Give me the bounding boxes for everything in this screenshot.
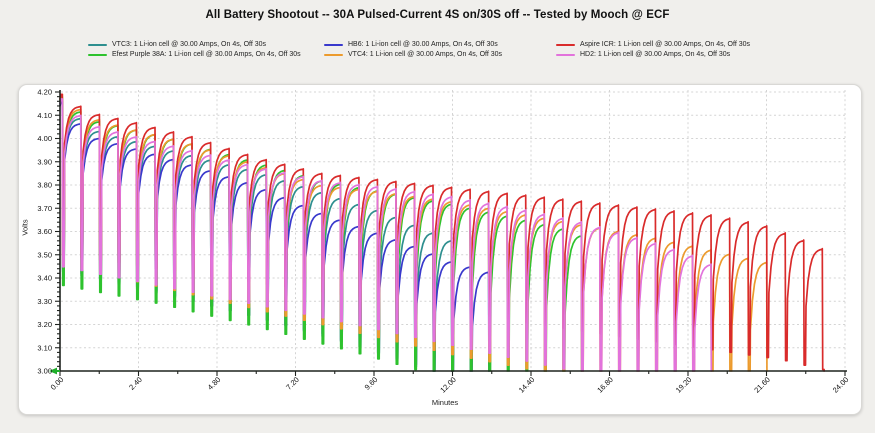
legend-label-hb6: HB6: 1 Li-ion cell @ 30.00 Amps, On 4s, … — [348, 41, 498, 48]
legend-item-hb6: HB6: 1 Li-ion cell @ 30.00 Amps, On 4s, … — [324, 41, 556, 48]
svg-text:14.40: 14.40 — [517, 375, 537, 395]
svg-text:4.80: 4.80 — [206, 375, 223, 392]
svg-text:0.00: 0.00 — [49, 375, 66, 392]
svg-text:3.40: 3.40 — [37, 274, 52, 283]
legend-swatch-efest-purple-38a — [88, 53, 107, 56]
svg-text:24.00: 24.00 — [831, 375, 851, 395]
svg-text:19.20: 19.20 — [674, 375, 694, 395]
svg-text:3.80: 3.80 — [37, 181, 52, 190]
svg-text:2.40: 2.40 — [127, 375, 144, 392]
legend-label-vtc3: VTC3: 1 Li-ion cell @ 30.00 Amps, On 4s,… — [112, 41, 267, 48]
svg-text:3.00: 3.00 — [37, 367, 52, 376]
svg-text:3.50: 3.50 — [37, 250, 52, 259]
svg-text:3.70: 3.70 — [37, 204, 52, 213]
legend-label-vtc4: VTC4: 1 Li-ion cell @ 30.00 Amps, On 4s,… — [348, 51, 503, 58]
cutoff-marker-arrow — [49, 367, 60, 375]
legend-swatch-vtc4 — [324, 53, 343, 56]
series-line-vtc3 — [59, 98, 453, 372]
legend-item-efest-purple-38a: Efest Purple 38A: 1 Li-ion cell @ 30.00 … — [88, 51, 324, 58]
legend-swatch-hd2 — [556, 53, 575, 56]
y-axis-title: Volts — [20, 219, 30, 236]
legend-label-aspire-icr: Aspire ICR: 1 Li-ion cell @ 30.00 Amps, … — [580, 41, 750, 48]
legend-label-hd2: HD2: 1 Li-ion cell @ 30.00 Amps, On 4s, … — [580, 51, 731, 58]
legend-swatch-vtc3 — [88, 43, 107, 46]
svg-text:4.10: 4.10 — [37, 111, 52, 120]
svg-text:9.60: 9.60 — [363, 375, 380, 392]
chart-panel — [18, 84, 862, 415]
legend-label-efest-purple-38a: Efest Purple 38A: 1 Li-ion cell @ 30.00 … — [112, 51, 301, 58]
legend: VTC3: 1 Li-ion cell @ 30.00 Amps, On 4s,… — [88, 41, 750, 58]
svg-text:3.90: 3.90 — [37, 157, 52, 166]
page-title: All Battery Shootout -- 30A Pulsed-Curre… — [205, 9, 670, 21]
svg-text:3.30: 3.30 — [37, 297, 52, 306]
series-lines-group — [59, 93, 825, 372]
legend-swatch-aspire-icr — [556, 43, 575, 46]
svg-text:12.00: 12.00 — [438, 375, 458, 395]
svg-text:16.80: 16.80 — [595, 375, 615, 395]
svg-text:21.60: 21.60 — [752, 375, 772, 395]
legend-item-aspire-icr: Aspire ICR: 1 Li-ion cell @ 30.00 Amps, … — [556, 41, 750, 48]
tick-labels-group: 3.00 3.10 3.20 3.30 3.40 3.50 3.60 3.70 3.80 3.90… — [37, 88, 850, 395]
x-axis-title: Minutes — [431, 398, 459, 407]
legend-swatch-hb6 — [324, 43, 343, 46]
svg-text:3.20: 3.20 — [37, 320, 52, 329]
series-line-hb6 — [59, 100, 490, 372]
axes-group — [49, 90, 847, 376]
legend-item-vtc4: VTC4: 1 Li-ion cell @ 30.00 Amps, On 4s,… — [324, 51, 556, 58]
series-line-aspire-icr — [59, 93, 825, 372]
svg-text:3.60: 3.60 — [37, 227, 52, 236]
svg-text:4.00: 4.00 — [37, 134, 52, 143]
series-line-hd2 — [59, 98, 713, 372]
legend-item-hd2: HD2: 1 Li-ion cell @ 30.00 Amps, On 4s, … — [556, 51, 750, 58]
svg-text:4.20: 4.20 — [37, 88, 52, 97]
svg-text:7.20: 7.20 — [284, 375, 301, 392]
svg-text:3.10: 3.10 — [37, 343, 52, 352]
legend-item-vtc3: VTC3: 1 Li-ion cell @ 30.00 Amps, On 4s,… — [88, 41, 324, 48]
